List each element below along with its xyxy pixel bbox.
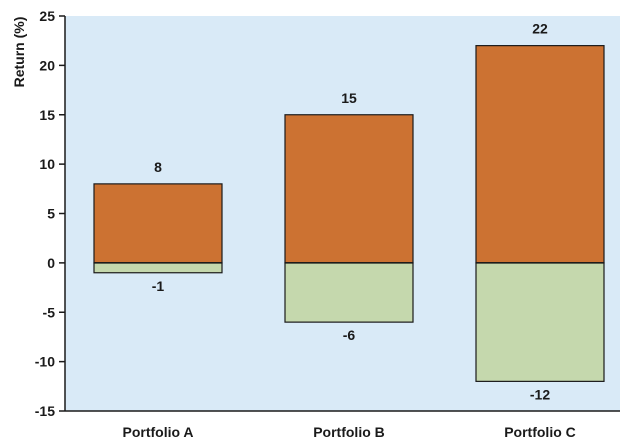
category-label: Portfolio A bbox=[122, 424, 193, 440]
data-label: -12 bbox=[530, 386, 550, 402]
y-tick-label: 5 bbox=[47, 206, 55, 222]
y-axis-title: Return (%) bbox=[11, 17, 27, 88]
y-tick-label: 15 bbox=[39, 107, 55, 123]
y-tick-label: 0 bbox=[47, 255, 55, 271]
y-tick-label: -10 bbox=[35, 354, 55, 370]
y-tick-label: -15 bbox=[35, 403, 55, 419]
data-label: 15 bbox=[341, 90, 357, 106]
bars-group bbox=[93, 45, 605, 382]
bar-positive bbox=[284, 114, 414, 264]
y-tick-label: 20 bbox=[39, 57, 55, 73]
data-label: -6 bbox=[343, 327, 356, 343]
category-label: Portfolio B bbox=[313, 424, 385, 440]
data-label: 22 bbox=[532, 21, 548, 37]
bar-negative bbox=[93, 262, 223, 274]
y-tick-label: 10 bbox=[39, 156, 55, 172]
x-labels-group: Portfolio A Portfolio B Portfolio C bbox=[122, 424, 575, 440]
y-tick-label: -5 bbox=[43, 304, 56, 320]
y-ticks-group: -15 -10 -5 0 5 10 15 20 25 bbox=[35, 8, 65, 419]
bar-positive bbox=[475, 45, 605, 264]
data-labels-group: 8 -1 15 -6 22 -12 bbox=[152, 21, 551, 403]
bar-negative bbox=[284, 262, 414, 323]
bar-positive bbox=[93, 183, 223, 264]
bar-negative bbox=[475, 262, 605, 382]
data-label: -1 bbox=[152, 278, 165, 294]
category-label: Portfolio C bbox=[504, 424, 576, 440]
data-label: 8 bbox=[154, 159, 162, 175]
y-tick-label: 25 bbox=[39, 8, 55, 24]
